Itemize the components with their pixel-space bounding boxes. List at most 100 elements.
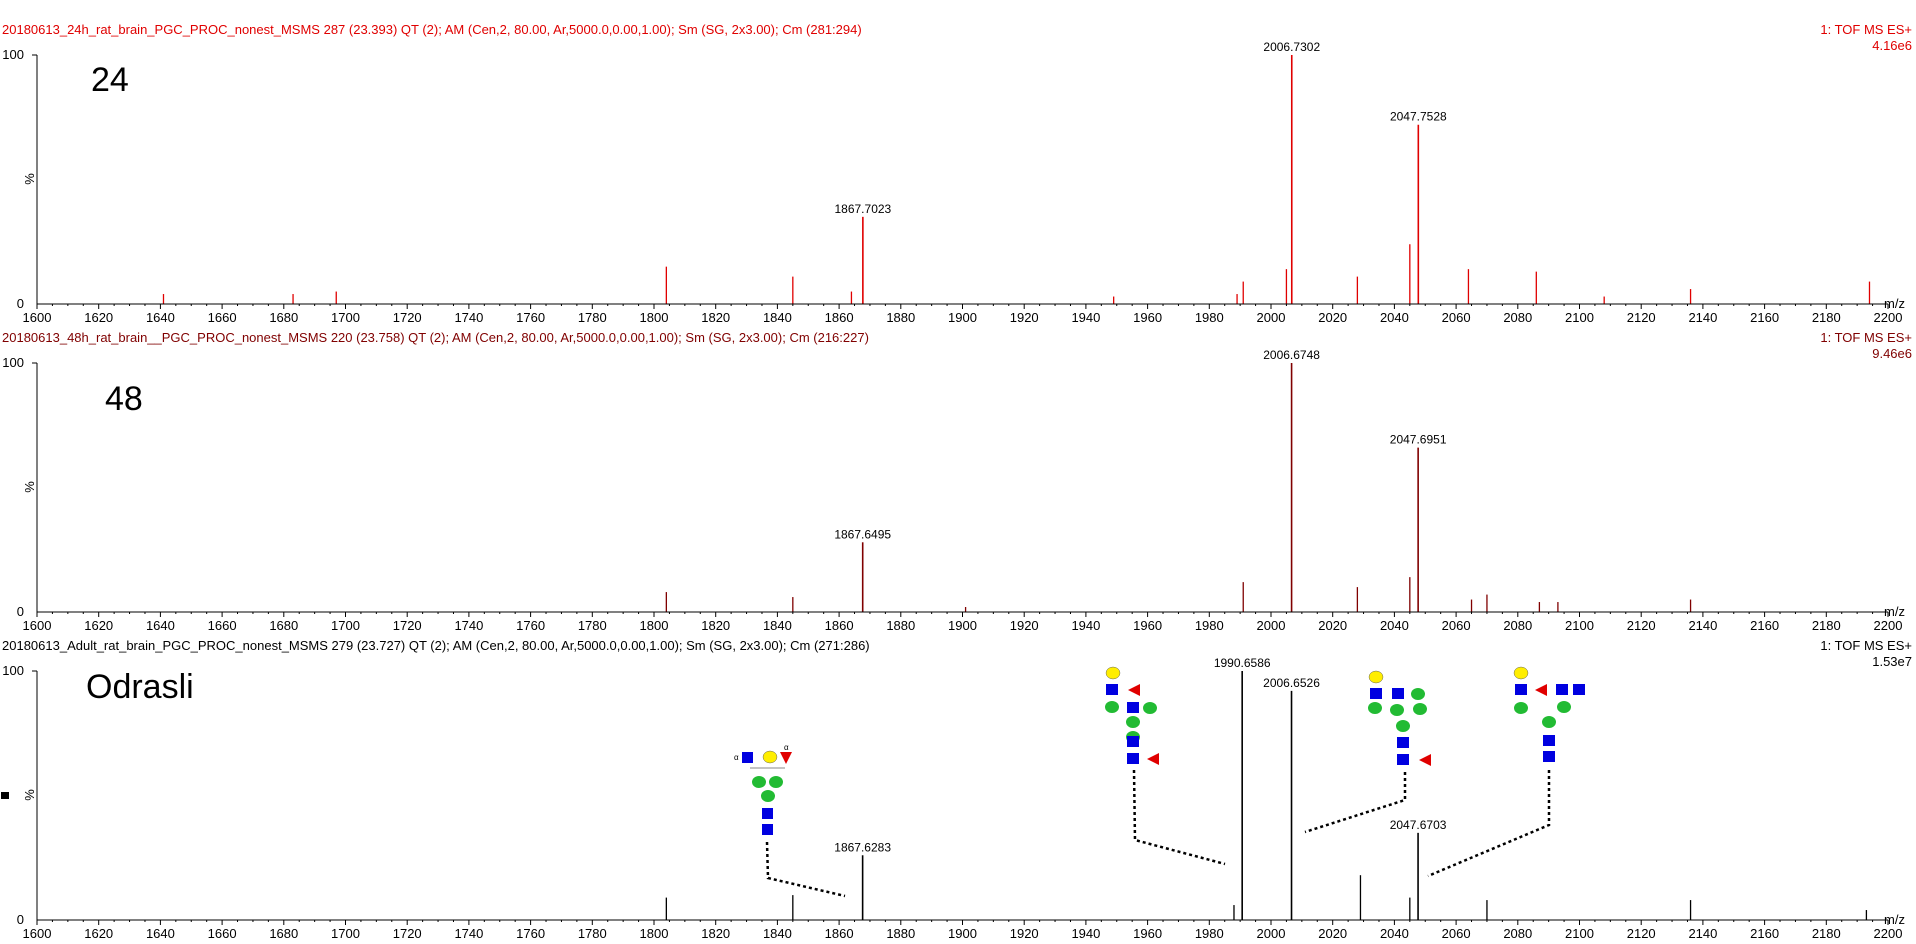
x-tick-label: 2160 — [1750, 618, 1779, 633]
x-tick-label: 1940 — [1071, 926, 1100, 941]
glycan-structure-2006 — [1304, 670, 1431, 834]
selection-marker-icon — [1, 792, 9, 799]
x-axis-unit: m/z — [1884, 912, 1905, 927]
x-tick-label: 2040 — [1380, 926, 1409, 941]
x-tick-label: 2140 — [1688, 310, 1717, 325]
x-tick-label: 2180 — [1812, 310, 1841, 325]
x-tick-label: 2060 — [1442, 926, 1471, 941]
spectrum-panel-adult: 20180613_Adult_rat_brain_PGC_PROC_nonest… — [1, 638, 1912, 941]
y-axis-label: % — [22, 481, 37, 493]
peak-mz-label: 2047.7528 — [1390, 110, 1447, 124]
peak-mz-label: 2047.6703 — [1390, 818, 1447, 832]
x-tick-label: 1740 — [454, 310, 483, 325]
x-tick-label: 1720 — [393, 618, 422, 633]
x-tick-label: 1740 — [454, 618, 483, 633]
x-tick-label: 2140 — [1688, 618, 1717, 633]
x-tick-label: 1860 — [825, 618, 854, 633]
glycan-structure-2047 — [1427, 666, 1585, 878]
x-tick-label: 1660 — [208, 618, 237, 633]
x-tick-label: 2180 — [1812, 618, 1841, 633]
x-tick-label: 1840 — [763, 618, 792, 633]
x-tick-label: 1760 — [516, 618, 545, 633]
max-intensity: 1.53e7 — [1872, 654, 1912, 669]
x-tick-label: 1620 — [84, 618, 113, 633]
x-tick-label: 2080 — [1503, 618, 1532, 633]
x-tick-label: 2020 — [1318, 618, 1347, 633]
x-tick-label: 1760 — [516, 310, 545, 325]
x-tick-label: 2140 — [1688, 926, 1717, 941]
x-tick-label: 2080 — [1503, 310, 1532, 325]
x-tick-label: 1800 — [640, 926, 669, 941]
x-tick-label: 1940 — [1071, 310, 1100, 325]
x-tick-label: 1620 — [84, 310, 113, 325]
x-tick-label: 1860 — [825, 310, 854, 325]
x-axis-unit: m/z — [1884, 296, 1905, 311]
x-tick-label: 2160 — [1750, 926, 1779, 941]
x-tick-label: 1660 — [208, 926, 237, 941]
x-tick-label: 2200 — [1874, 310, 1903, 325]
x-tick-label: 1840 — [763, 310, 792, 325]
x-tick-label: 1700 — [331, 310, 360, 325]
panel-header: 20180613_48h_rat_brain__PGC_PROC_nonest_… — [2, 330, 869, 345]
x-tick-label: 1980 — [1195, 926, 1224, 941]
y-tick-100: 100 — [2, 663, 24, 678]
x-tick-label: 1820 — [701, 310, 730, 325]
scan-type: 1: TOF MS ES+ — [1820, 330, 1912, 345]
x-tick-label: 1880 — [886, 926, 915, 941]
x-tick-label: 2160 — [1750, 310, 1779, 325]
svg-text:α: α — [734, 753, 739, 762]
x-tick-label: 2060 — [1442, 310, 1471, 325]
x-tick-label: 1640 — [146, 926, 175, 941]
scan-type: 1: TOF MS ES+ — [1820, 638, 1912, 653]
x-tick-label: 1820 — [701, 926, 730, 941]
y-axis-label: % — [22, 173, 37, 185]
x-tick-label: 1720 — [393, 310, 422, 325]
x-tick-label: 2120 — [1627, 618, 1656, 633]
x-tick-label: 1620 — [84, 926, 113, 941]
x-tick-label: 1900 — [948, 926, 977, 941]
x-tick-label: 1780 — [578, 926, 607, 941]
peak-mz-label: 2006.6526 — [1263, 676, 1320, 690]
x-tick-label: 2100 — [1565, 618, 1594, 633]
y-axis-label: % — [22, 789, 37, 801]
x-tick-label: 1780 — [578, 310, 607, 325]
glycan-structure-1990 — [1105, 666, 1226, 866]
x-tick-label: 1640 — [146, 618, 175, 633]
panel-big-label: Odrasli — [86, 668, 194, 706]
x-tick-label: 1780 — [578, 618, 607, 633]
x-tick-label: 1600 — [23, 310, 52, 325]
x-tick-label: 2040 — [1380, 618, 1409, 633]
x-tick-label: 1800 — [640, 618, 669, 633]
x-tick-label: 1960 — [1133, 926, 1162, 941]
panel-big-label: 24 — [91, 61, 129, 99]
x-tick-label: 2200 — [1874, 926, 1903, 941]
x-tick-label: 1640 — [146, 310, 175, 325]
x-tick-label: 2120 — [1627, 926, 1656, 941]
y-tick-0: 0 — [17, 912, 24, 927]
x-tick-label: 1680 — [269, 618, 298, 633]
x-tick-label: 1720 — [393, 926, 422, 941]
y-tick-0: 0 — [17, 296, 24, 311]
x-tick-label: 1980 — [1195, 310, 1224, 325]
peak-mz-label: 1867.7023 — [834, 202, 891, 216]
x-tick-label: 2060 — [1442, 618, 1471, 633]
peak-mz-label: 2047.6951 — [1390, 433, 1447, 447]
x-tick-label: 1660 — [208, 310, 237, 325]
panel-header: 20180613_Adult_rat_brain_PGC_PROC_nonest… — [2, 638, 870, 653]
x-tick-label: 1900 — [948, 618, 977, 633]
x-tick-label: 2100 — [1565, 926, 1594, 941]
x-tick-label: 1680 — [269, 310, 298, 325]
max-intensity: 9.46e6 — [1872, 346, 1912, 361]
peak-mz-label: 1867.6495 — [834, 527, 891, 541]
max-intensity: 4.16e6 — [1872, 38, 1912, 53]
glycan-structure-1867: α α — [734, 743, 846, 898]
x-tick-label: 1920 — [1010, 926, 1039, 941]
peak-mz-label: 2006.6748 — [1263, 348, 1320, 362]
x-tick-label: 1700 — [331, 926, 360, 941]
x-tick-label: 1980 — [1195, 618, 1224, 633]
x-tick-label: 1760 — [516, 926, 545, 941]
x-tick-label: 1960 — [1133, 310, 1162, 325]
y-tick-100: 100 — [2, 355, 24, 370]
scan-type: 1: TOF MS ES+ — [1820, 22, 1912, 37]
y-tick-0: 0 — [17, 604, 24, 619]
